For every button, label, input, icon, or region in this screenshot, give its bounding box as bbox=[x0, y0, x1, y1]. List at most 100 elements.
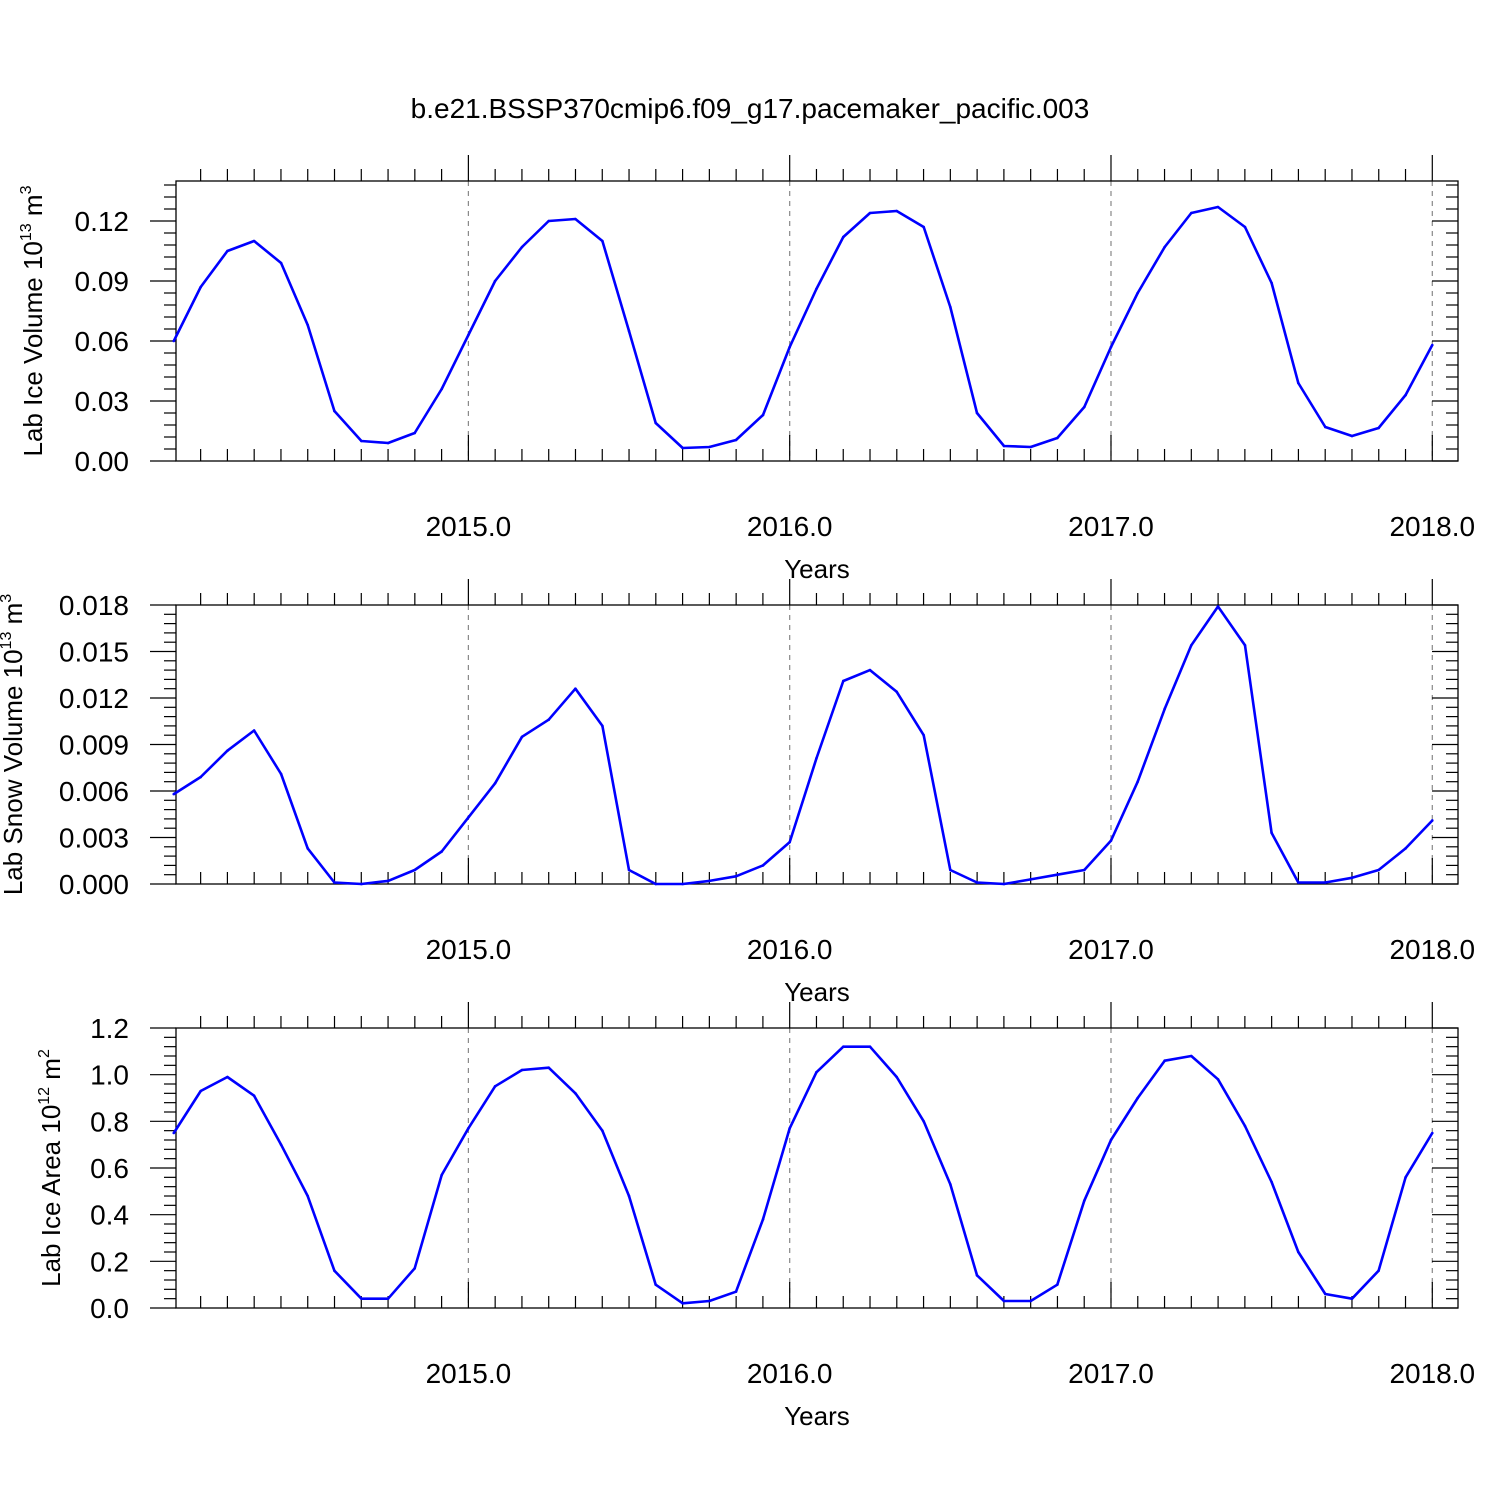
data-point bbox=[1136, 291, 1139, 295]
y-tick-label: 0.009 bbox=[59, 730, 129, 761]
data-point bbox=[333, 881, 336, 884]
data-point bbox=[440, 387, 444, 391]
data-point bbox=[815, 287, 818, 291]
data-point bbox=[1324, 1292, 1327, 1296]
data-point bbox=[1056, 1283, 1059, 1286]
data-point bbox=[574, 217, 577, 221]
data-point bbox=[1243, 644, 1247, 647]
data-point bbox=[1243, 1124, 1247, 1128]
data-point bbox=[681, 446, 684, 450]
data-point bbox=[842, 1045, 845, 1048]
data-point bbox=[1163, 245, 1166, 249]
y-tick-label: 0.2 bbox=[90, 1246, 129, 1277]
data-point bbox=[574, 687, 577, 690]
data-point bbox=[895, 690, 898, 694]
data-point bbox=[654, 421, 658, 425]
data-point bbox=[1109, 1138, 1113, 1142]
data-point bbox=[1243, 225, 1247, 229]
data-point bbox=[975, 411, 979, 415]
y-tick-label: 0.03 bbox=[75, 386, 130, 417]
plot-frame bbox=[175, 604, 1459, 885]
x-tick-label: 2017.0 bbox=[1068, 1358, 1154, 1389]
data-point bbox=[842, 235, 845, 239]
data-point bbox=[842, 679, 845, 683]
data-point bbox=[1377, 868, 1380, 872]
data-point bbox=[868, 1045, 872, 1048]
data-point bbox=[306, 323, 310, 327]
data-point bbox=[1324, 425, 1327, 429]
x-tick-label: 2016.0 bbox=[747, 1358, 833, 1389]
data-point bbox=[1404, 1176, 1407, 1179]
y-tick-label: 0.018 bbox=[59, 590, 129, 621]
data-point bbox=[1002, 882, 1006, 886]
x-tick-label: 2015.0 bbox=[426, 511, 512, 542]
panel-1: 0.00 0.03 0.06 0.09 0.12 2015.0 2016.0 2017.0 20… bbox=[18, 155, 1475, 584]
y-tick-label: 1.2 bbox=[90, 1013, 129, 1044]
data-point bbox=[1297, 1250, 1300, 1254]
data-point bbox=[1136, 1096, 1139, 1100]
data-point bbox=[279, 261, 283, 265]
data-point bbox=[1083, 405, 1086, 409]
data-point bbox=[1350, 1297, 1354, 1300]
y-tick-label: 0.000 bbox=[59, 869, 129, 900]
data-point bbox=[788, 1127, 791, 1130]
panel-3: 0.0 0.2 0.4 0.6 0.8 1.0 1.2 2015.0 2016.0 2017.0 2… bbox=[36, 1002, 1475, 1431]
data-point bbox=[1190, 644, 1193, 647]
data-point bbox=[493, 279, 497, 283]
plot-frame bbox=[175, 180, 1459, 462]
data-point bbox=[761, 864, 765, 867]
data-point bbox=[1324, 881, 1327, 884]
data-point bbox=[306, 847, 310, 850]
data-point bbox=[172, 1131, 176, 1135]
x-axis-label: Years bbox=[784, 977, 850, 1007]
data-point bbox=[360, 882, 363, 886]
data-point bbox=[574, 1092, 577, 1095]
figure-title: b.e21.BSSP370cmip6.f09_g17.pacemaker_pac… bbox=[411, 93, 1090, 124]
y-tick-label: 0.12 bbox=[75, 206, 130, 237]
x-axis-label: Years bbox=[784, 1401, 850, 1431]
y-tick-label: 0.015 bbox=[59, 637, 129, 668]
data-point bbox=[734, 874, 738, 878]
data-point bbox=[1109, 345, 1113, 349]
data-point bbox=[1109, 839, 1113, 842]
data-point bbox=[520, 245, 524, 249]
data-point bbox=[413, 431, 417, 435]
data-point bbox=[1056, 873, 1059, 876]
data-point bbox=[788, 840, 791, 844]
data-point bbox=[467, 816, 470, 819]
data-point bbox=[1002, 444, 1006, 448]
data-point bbox=[1430, 343, 1434, 347]
data-point bbox=[226, 249, 229, 253]
data-point bbox=[627, 1194, 631, 1198]
data-point bbox=[734, 1290, 738, 1293]
data-point bbox=[279, 1143, 283, 1146]
data-point bbox=[547, 219, 551, 223]
data-point bbox=[1216, 1078, 1220, 1081]
x-axis-label: Years bbox=[784, 554, 850, 584]
data-point bbox=[333, 1269, 336, 1272]
data-point bbox=[199, 775, 203, 779]
data-point bbox=[1270, 281, 1273, 285]
data-point bbox=[815, 1071, 818, 1074]
y-axis-label: Lab Ice Volume 1013 m3 bbox=[18, 185, 48, 456]
data-point bbox=[360, 1297, 363, 1300]
data-point bbox=[279, 772, 283, 776]
data-point bbox=[708, 445, 711, 449]
data-point bbox=[413, 1267, 417, 1270]
data-point bbox=[601, 239, 604, 243]
data-point bbox=[949, 305, 952, 309]
y-tick-label: 0.6 bbox=[90, 1153, 129, 1184]
x-tick-label: 2015.0 bbox=[426, 1358, 512, 1389]
data-point bbox=[1163, 707, 1166, 711]
data-point bbox=[333, 409, 336, 413]
data-point bbox=[1083, 1199, 1086, 1202]
data-point bbox=[895, 209, 898, 213]
data-point bbox=[252, 729, 256, 732]
data-point bbox=[627, 329, 631, 333]
data-point bbox=[949, 1183, 952, 1186]
data-point bbox=[440, 1173, 444, 1177]
data-point bbox=[1136, 780, 1139, 783]
y-tick-label: 0.00 bbox=[75, 446, 130, 477]
data-point bbox=[199, 1089, 203, 1093]
